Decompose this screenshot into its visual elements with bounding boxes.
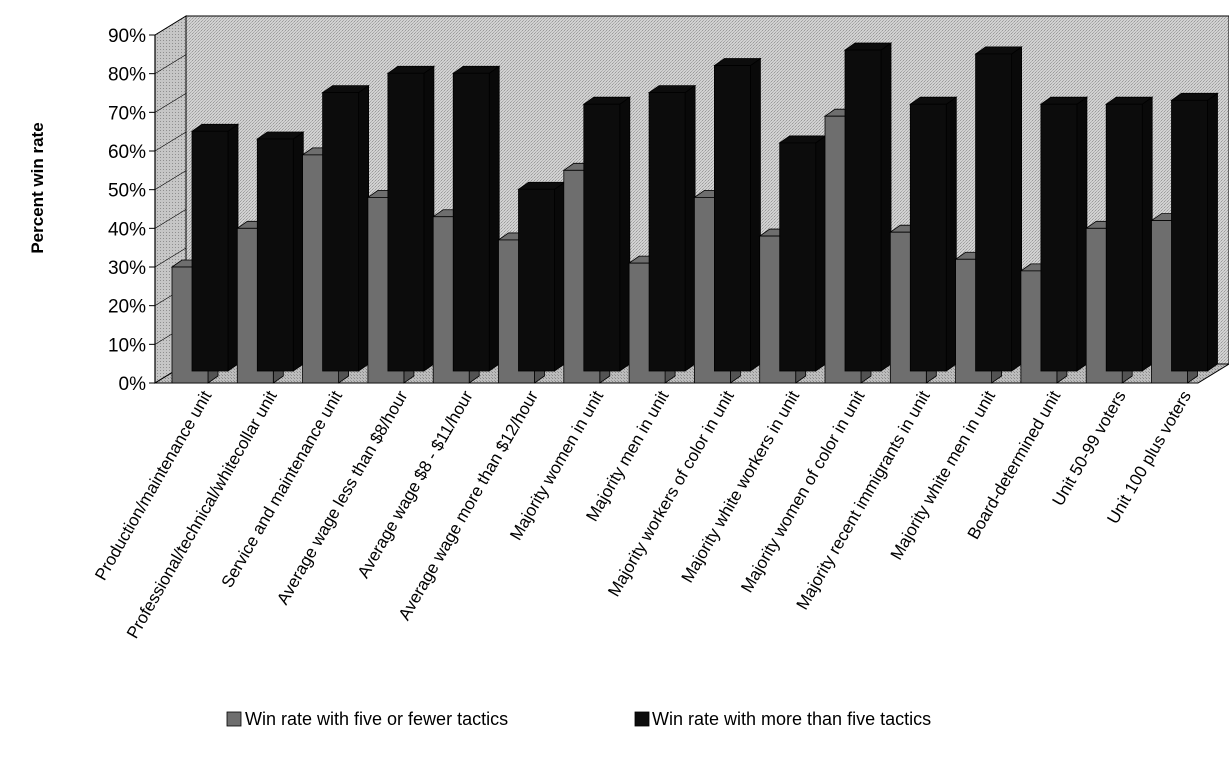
legend-label-series-2: Win rate with more than five tactics <box>652 709 931 729</box>
bar-front <box>909 103 947 372</box>
bar-front <box>714 65 751 372</box>
bar-more-than-five-12 <box>974 46 1023 372</box>
y-tick-label: 40% <box>108 219 146 240</box>
y-tick-label: 90% <box>108 26 146 47</box>
bar-more-than-five-13 <box>1039 96 1089 372</box>
bar-more-than-five-3 <box>386 65 436 372</box>
bar-side <box>227 123 239 372</box>
category-label: Production/maintenance unit <box>91 387 215 583</box>
category-label: Average wage less than $8/hour <box>273 387 411 608</box>
bar-more-than-five-6 <box>582 96 632 372</box>
y-tick-label: 20% <box>108 297 146 318</box>
y-tick-label: 70% <box>108 103 146 124</box>
bar-side <box>1076 96 1088 372</box>
legend-swatch-series-2 <box>634 711 650 727</box>
y-axis: 0% 10% 20% 30% 40% 50% 60% 70% 80% 90% <box>108 15 187 395</box>
bar-more-than-five-11 <box>909 96 958 372</box>
bar-more-than-five-7 <box>647 84 697 372</box>
bar-side <box>1207 92 1218 372</box>
bar-side <box>1011 46 1022 372</box>
y-tick-diagonal <box>154 15 187 36</box>
bar-side <box>619 96 631 372</box>
bar-side <box>292 131 304 372</box>
bar-side <box>815 135 827 372</box>
bar-more-than-five-1 <box>256 131 305 372</box>
bar-side <box>750 57 761 372</box>
bar-more-than-five-14 <box>1104 96 1154 372</box>
y-tick-diagonal <box>154 93 187 113</box>
bar-front <box>779 142 817 372</box>
bar-front <box>1171 99 1208 372</box>
bar-side <box>1141 96 1153 372</box>
category-label: Average wage more than $12/hour <box>395 387 542 623</box>
bar-front <box>975 53 1012 372</box>
bar-side <box>684 84 696 372</box>
bar-front <box>387 72 425 372</box>
y-tick-label: 80% <box>108 65 146 86</box>
bar-front <box>648 92 686 372</box>
bar-front <box>322 92 360 372</box>
y-axis-title: Percent win rate <box>28 122 47 253</box>
bar-more-than-five-15 <box>1170 92 1219 372</box>
bar-more-than-five-10 <box>843 42 893 372</box>
bar-side <box>488 65 500 372</box>
category-label: Majority women of color in unit <box>737 387 868 596</box>
bar-side <box>880 42 892 372</box>
y-tick-label: 30% <box>108 258 146 279</box>
bar-more-than-five-2 <box>321 84 370 372</box>
bar-front <box>518 188 555 372</box>
bar-front <box>256 138 294 372</box>
y-tick-diagonal <box>154 131 187 152</box>
y-tick-diagonal <box>154 209 187 229</box>
bar-front <box>452 72 490 372</box>
bars <box>170 42 1219 384</box>
y-tick-diagonal <box>154 54 187 74</box>
y-tick-label: 10% <box>108 335 146 356</box>
bar-side <box>423 65 435 372</box>
bar-more-than-five-8 <box>713 57 762 372</box>
category-label: Majority recent immigrants in unit <box>793 387 934 613</box>
bar-side <box>554 181 565 372</box>
legend: Win rate with five or fewer tactics Win … <box>226 709 931 729</box>
y-tick-label: 60% <box>108 142 146 163</box>
legend-swatch-series-1 <box>226 711 242 727</box>
bar-front <box>1040 103 1078 372</box>
y-tick-label: 0% <box>119 374 147 395</box>
category-labels: Production/maintenance unitProfessional/… <box>91 387 1195 641</box>
bar-front <box>844 49 882 372</box>
bar-more-than-five-5 <box>517 181 566 372</box>
category-label: Majority white workers in unit <box>678 387 804 586</box>
category-label: Unit 50-99 voters <box>1048 388 1129 510</box>
category-label: Average wage $8 - $11/hour <box>354 387 477 581</box>
bar-more-than-five-0 <box>190 123 240 372</box>
bar-front <box>1105 103 1143 372</box>
y-tick-diagonal <box>154 170 187 190</box>
category-label: Service and maintenance unit <box>218 387 347 591</box>
bar-front <box>583 103 621 372</box>
bar-more-than-five-4 <box>451 65 501 372</box>
y-tick-label: 50% <box>108 181 146 202</box>
bar-front <box>191 130 229 372</box>
bar-side <box>358 84 370 372</box>
bar-more-than-five-9 <box>778 135 827 372</box>
category-label: Majority workers of color in unit <box>604 387 738 600</box>
legend-label-series-1: Win rate with five or fewer tactics <box>245 709 508 729</box>
y-tick-diagonal <box>154 247 187 268</box>
bar-side <box>945 96 957 372</box>
